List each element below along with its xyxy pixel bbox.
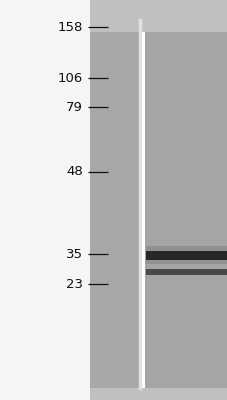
Bar — [90, 388, 227, 400]
Text: 106: 106 — [58, 72, 83, 84]
Bar — [145, 269, 226, 275]
Bar — [145, 246, 226, 264]
Text: 79: 79 — [66, 101, 83, 114]
Bar — [0, 0, 90, 400]
Bar — [90, 0, 227, 32]
Bar — [144, 20, 227, 388]
Bar — [145, 251, 226, 260]
Text: 35: 35 — [66, 248, 83, 260]
Text: 23: 23 — [66, 278, 83, 290]
Text: 158: 158 — [58, 21, 83, 34]
Text: 48: 48 — [66, 166, 83, 178]
Bar — [90, 20, 140, 388]
